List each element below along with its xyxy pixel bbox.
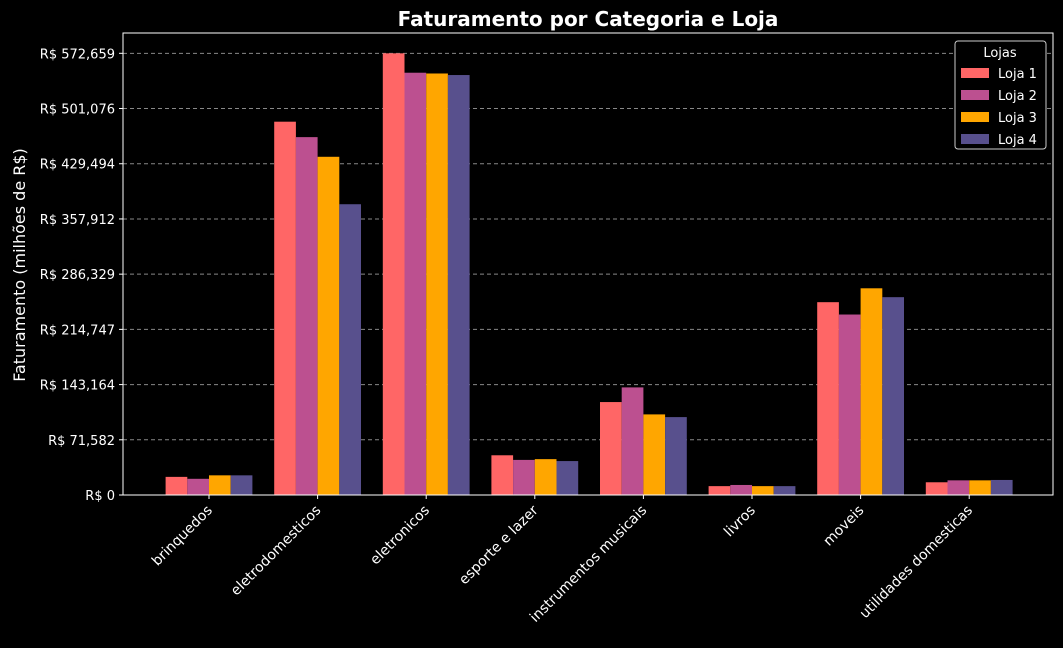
bar [882, 297, 904, 495]
x-tick-label: brinquedos [149, 503, 216, 570]
bar-group [165, 53, 1013, 496]
bar [990, 479, 1013, 495]
y-tick-label: R$ 572,659 [40, 47, 115, 62]
bar [274, 121, 296, 496]
legend-swatch [961, 112, 989, 122]
bar [187, 478, 209, 495]
bar [209, 475, 231, 495]
bar [404, 72, 427, 496]
bar [295, 137, 318, 495]
legend-label: Loja 2 [998, 89, 1037, 104]
bar [969, 480, 991, 495]
bar [600, 402, 622, 495]
bar [643, 414, 666, 495]
bar [426, 73, 448, 495]
bar [339, 204, 361, 495]
legend-label: Loja 1 [998, 67, 1037, 82]
y-tick-label: R$ 214,747 [40, 323, 115, 338]
y-axis-label: Faturamento (milhões de R$) [10, 148, 29, 382]
bar [382, 53, 405, 495]
x-axis-ticks: brinquedos eletrodomesticos eletronicos esp… [149, 495, 976, 626]
bar [621, 387, 644, 495]
x-tick-label: instrumentos musicais [527, 503, 650, 626]
legend-swatch [961, 68, 989, 78]
bar [665, 417, 687, 495]
x-tick-label: eletrodomesticos [228, 503, 325, 600]
legend-items: Loja 1 Loja 2 Loja 3 Loja 4 [961, 67, 1037, 148]
bar [230, 475, 253, 495]
x-tick-label: utilidades domesticas [857, 503, 976, 622]
y-tick-label: R$ 357,912 [40, 213, 115, 228]
bar [447, 75, 470, 495]
bar [513, 459, 535, 495]
y-axis-ticks: R$ 0 R$ 71,582 R$ 143,164 R$ 214,747 R$ 286,… [40, 47, 123, 504]
bar [925, 482, 948, 495]
y-tick-label: R$ 286,329 [40, 268, 115, 283]
y-tick-label: R$ 143,164 [40, 379, 115, 394]
legend-label: Loja 3 [998, 111, 1037, 126]
bar [838, 314, 861, 495]
bar [317, 156, 340, 495]
x-tick-label: livros [721, 503, 759, 541]
bar [165, 476, 188, 495]
legend-label: Loja 4 [998, 133, 1037, 148]
legend-swatch [961, 134, 989, 144]
bar [752, 486, 774, 495]
y-tick-label: R$ 501,076 [40, 103, 115, 118]
chart-title: Faturamento por Categoria e Loja [398, 7, 779, 31]
x-tick-label: esporte e lazer [456, 502, 542, 588]
y-tick-label: R$ 0 [85, 489, 115, 504]
grid-lines [123, 52, 1053, 441]
bar [773, 486, 796, 495]
plot-frame [122, 32, 1054, 496]
bar [534, 459, 557, 495]
y-tick-label: R$ 429,494 [40, 158, 115, 173]
legend-title: Lojas [983, 46, 1017, 61]
legend-swatch [961, 90, 989, 100]
bar [730, 484, 752, 495]
x-tick-label: moveis [821, 503, 868, 550]
bar [860, 288, 883, 495]
bar [708, 486, 731, 495]
bar [947, 480, 970, 495]
bar [817, 302, 839, 495]
bar [556, 461, 579, 495]
y-tick-label: R$ 71,582 [48, 434, 115, 449]
legend: Lojas Loja 1 Loja 2 Loja 3 Loja 4 [954, 40, 1047, 150]
bar [491, 455, 514, 495]
x-tick-label: eletronicos [367, 503, 433, 569]
